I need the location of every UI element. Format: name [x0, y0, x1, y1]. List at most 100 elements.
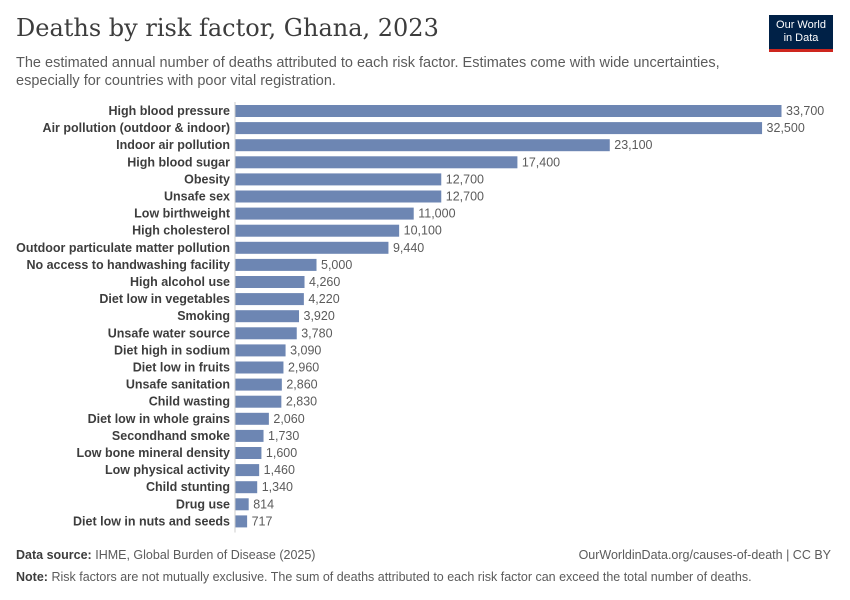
value-label: 2,960 [288, 361, 319, 375]
bar[interactable] [235, 139, 610, 152]
value-label: 1,460 [264, 463, 295, 477]
value-label: 33,700 [786, 104, 824, 118]
bar-row[interactable]: Low physical activity 1,460 [105, 463, 295, 477]
logo-line-1: Our World [776, 19, 826, 31]
bar[interactable] [235, 515, 248, 528]
category-label: Indoor air pollution [116, 138, 230, 152]
value-label: 3,780 [301, 326, 332, 340]
bar-row[interactable]: Low birthweight 11,000 [134, 207, 455, 221]
bar-row[interactable]: Diet low in vegetables 4,220 [99, 292, 339, 306]
bar-row[interactable]: Outdoor particulate matter pollution 9,44… [16, 241, 424, 255]
bar[interactable] [235, 429, 264, 442]
value-label: 32,500 [767, 121, 805, 135]
value-label: 1,730 [268, 429, 299, 443]
bar[interactable] [235, 464, 260, 477]
value-label: 10,100 [404, 224, 442, 238]
value-label: 9,440 [393, 241, 424, 255]
bar[interactable] [235, 224, 400, 237]
bar-row[interactable]: Obesity 12,700 [184, 172, 484, 186]
category-label: High cholesterol [132, 224, 230, 238]
bar-row[interactable]: Indoor air pollution 23,100 [116, 138, 652, 152]
bar-row[interactable]: Child stunting 1,340 [146, 480, 293, 494]
category-label: Low birthweight [134, 207, 231, 221]
value-label: 814 [253, 497, 274, 511]
category-label: Diet low in fruits [133, 361, 230, 375]
bar[interactable] [235, 498, 249, 511]
bar[interactable] [235, 327, 297, 340]
owid-logo[interactable]: Our World in Data [769, 15, 833, 52]
category-label: Drug use [176, 497, 230, 511]
value-label: 4,260 [309, 275, 340, 289]
value-label: 3,920 [304, 309, 335, 323]
value-label: 12,700 [446, 172, 484, 186]
value-label: 3,090 [290, 343, 321, 357]
bar[interactable] [235, 173, 442, 186]
bar[interactable] [235, 481, 258, 494]
bar[interactable] [235, 241, 389, 254]
bar-row[interactable]: Air pollution (outdoor & indoor) 32,500 [43, 121, 805, 135]
category-label: Diet low in vegetables [99, 292, 230, 306]
bar-row[interactable]: Diet low in nuts and seeds 717 [73, 514, 273, 528]
bar-row[interactable]: Drug use 814 [176, 497, 274, 511]
bar[interactable] [235, 276, 305, 288]
category-label: Unsafe sex [164, 190, 230, 204]
bar[interactable] [235, 293, 304, 306]
bar-row[interactable]: Unsafe sex 12,700 [164, 190, 484, 204]
bar-row[interactable]: High blood pressure 33,700 [108, 104, 824, 118]
bar[interactable] [235, 258, 317, 271]
bar-row[interactable]: Secondhand smoke 1,730 [112, 429, 299, 443]
category-label: High alcohol use [130, 275, 230, 289]
bar-row[interactable]: Diet low in fruits 2,960 [133, 361, 320, 375]
category-label: High blood pressure [108, 104, 230, 118]
bar-row[interactable]: Smoking 3,920 [177, 309, 335, 323]
bar-row[interactable]: High blood sugar 17,400 [127, 155, 560, 169]
bar[interactable] [235, 207, 414, 220]
value-label: 717 [252, 514, 273, 528]
category-label: Diet low in whole grains [88, 412, 230, 426]
value-label: 2,830 [286, 395, 317, 409]
note-label: Note: [16, 570, 48, 584]
value-label: 11,000 [418, 207, 455, 221]
bar-row[interactable]: Child wasting 2,830 [149, 395, 317, 409]
category-label: Diet high in sodium [114, 343, 230, 357]
bar[interactable] [235, 156, 518, 169]
chart-title: Deaths by risk factor, Ghana, 2023 [16, 14, 439, 42]
category-label: Secondhand smoke [112, 429, 230, 443]
value-label: 23,100 [614, 138, 652, 152]
category-label: High blood sugar [127, 155, 230, 169]
bar-row[interactable]: Low bone mineral density 1,600 [77, 446, 298, 460]
bar[interactable] [235, 344, 286, 357]
value-label: 4,220 [308, 292, 339, 306]
chart-note: Note: Risk factors are not mutually excl… [16, 570, 752, 584]
bar[interactable] [235, 122, 763, 135]
note-text: Risk factors are not mutually exclusive.… [51, 570, 752, 584]
bar-row[interactable]: Unsafe water source 3,780 [108, 326, 333, 340]
bar-row[interactable]: Diet low in whole grains 2,060 [88, 412, 305, 426]
bar[interactable] [235, 361, 284, 374]
category-label: No access to handwashing facility [26, 258, 230, 272]
value-label: 2,060 [273, 412, 304, 426]
category-label: Child stunting [146, 480, 230, 494]
bar[interactable] [235, 105, 782, 117]
category-label: Child wasting [149, 395, 230, 409]
bar-row[interactable]: High alcohol use 4,260 [130, 275, 340, 289]
category-label: Unsafe water source [108, 326, 230, 340]
category-label: Low physical activity [105, 463, 230, 477]
category-label: Air pollution (outdoor & indoor) [43, 121, 230, 135]
source-url-link[interactable]: OurWorldinData.org/causes-of-death | CC … [578, 548, 831, 562]
bar[interactable] [235, 310, 300, 323]
data-source: Data source: IHME, Global Burden of Dise… [16, 548, 315, 562]
bar-row[interactable]: High cholesterol 10,100 [132, 224, 442, 238]
bar-row[interactable]: No access to handwashing facility 5,000 [26, 258, 352, 272]
bar[interactable] [235, 190, 442, 203]
bar[interactable] [235, 447, 262, 459]
bar-row[interactable]: Diet high in sodium 3,090 [114, 343, 321, 357]
value-label: 1,600 [266, 446, 297, 460]
bar[interactable] [235, 395, 282, 408]
data-source-link[interactable]: IHME, Global Burden of Disease (2025) [95, 548, 316, 562]
bar[interactable] [235, 412, 269, 425]
logo-line-2: in Data [783, 32, 819, 44]
bar-row[interactable]: Unsafe sanitation 2,860 [126, 378, 318, 392]
bar[interactable] [235, 378, 282, 391]
value-label: 1,340 [262, 480, 293, 494]
